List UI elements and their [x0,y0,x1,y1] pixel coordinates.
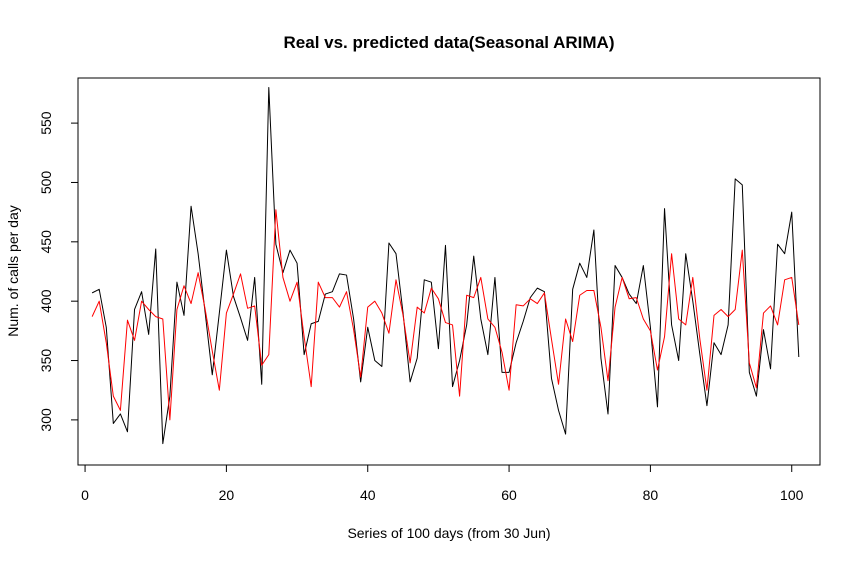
y-tick-label: 500 [38,171,54,195]
x-axis: 0 20 40 60 80 100 [81,464,804,503]
chart-title: Real vs. predicted data(Seasonal ARIMA) [284,33,615,52]
series-layer [91,87,800,445]
plot-frame [77,77,821,466]
y-tick-label: 400 [38,289,54,313]
y-tick-label: 350 [38,349,54,373]
x-tick-label: 80 [643,487,659,503]
x-tick-label: 40 [360,487,376,503]
x-tick-label: 20 [219,487,235,503]
y-axis-label: Num. of calls per day [5,205,21,337]
y-tick-label: 450 [38,230,54,254]
series-line-1 [91,87,800,445]
x-tick-label: 0 [81,487,89,503]
x-tick-label: 60 [501,487,517,503]
y-tick-label: 300 [38,408,54,432]
x-axis-label: Series of 100 days (from 30 Jun) [347,525,550,541]
y-tick-label: 550 [38,111,54,135]
series-line-2 [91,209,800,421]
y-axis: 300 350 400 450 500 550 [38,111,79,432]
x-tick-label: 100 [780,487,804,503]
